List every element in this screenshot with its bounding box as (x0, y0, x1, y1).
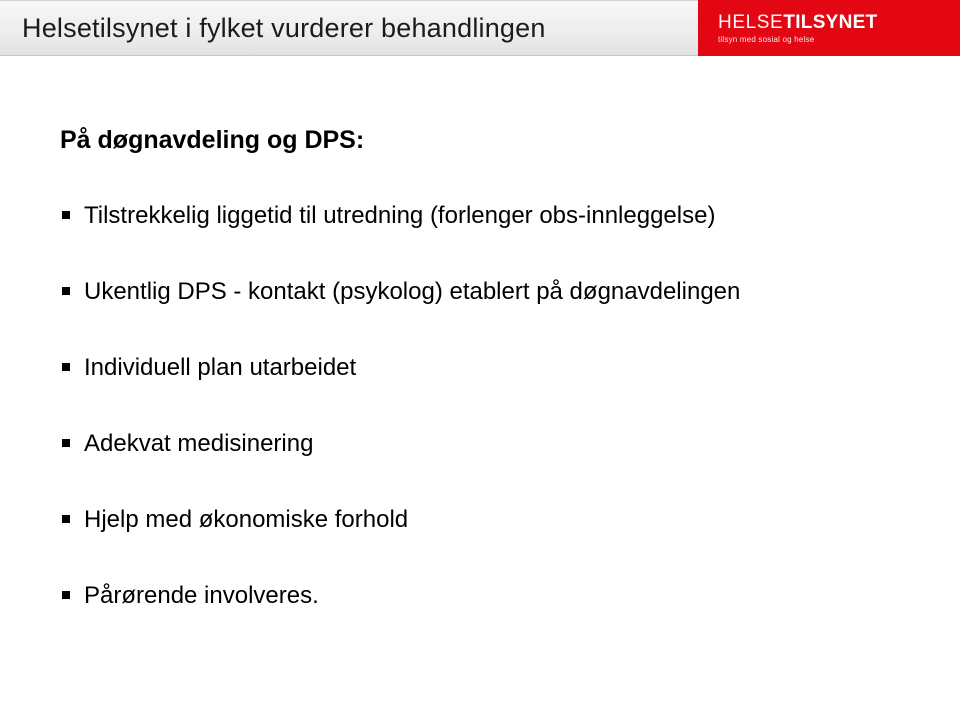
title-bar: Helsetilsynet i fylket vurderer behandli… (0, 0, 698, 56)
header: Helsetilsynet i fylket vurderer behandli… (0, 0, 960, 56)
logo-text-bold: TILSYNET (783, 12, 877, 33)
content: På døgnavdeling og DPS: Tilstrekkelig li… (0, 56, 960, 611)
list-item: Individuell plan utarbeidet (62, 353, 900, 383)
list-item: Tilstrekkelig liggetid til utredning (fo… (62, 201, 900, 231)
logo-main: HELSETILSYNET (718, 12, 960, 34)
logo-text-light: HELSE (718, 12, 783, 33)
subheading: På døgnavdeling og DPS: (60, 126, 900, 155)
list-item: Hjelp med økonomiske forhold (62, 505, 900, 535)
logo-subtitle: tilsyn med sosial og helse (718, 35, 960, 44)
slide: Helsetilsynet i fylket vurderer behandli… (0, 0, 960, 722)
slide-title: Helsetilsynet i fylket vurderer behandli… (22, 13, 546, 44)
list-item: Pårørende involveres. (62, 581, 900, 611)
logo: HELSETILSYNET tilsyn med sosial og helse (698, 0, 960, 56)
bullet-list: Tilstrekkelig liggetid til utredning (fo… (60, 201, 900, 611)
list-item: Adekvat medisinering (62, 429, 900, 459)
list-item: Ukentlig DPS - kontakt (psykolog) etable… (62, 277, 900, 307)
